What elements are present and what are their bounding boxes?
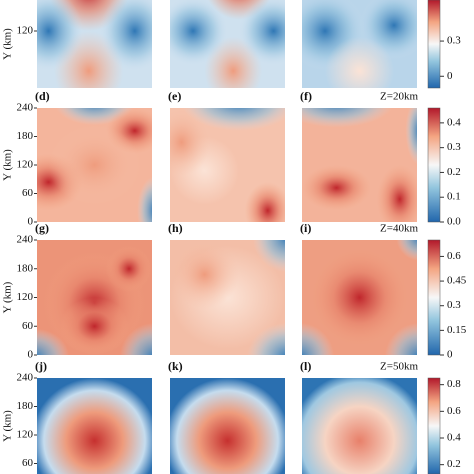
field-blobs <box>37 108 152 222</box>
colorbar-tick-label: 0.1 <box>447 191 461 203</box>
field-blob <box>170 0 228 66</box>
field-blob <box>302 165 371 211</box>
panel-label: (i) <box>300 221 311 235</box>
panel-label: (k) <box>168 359 183 373</box>
field-blob <box>384 322 417 355</box>
depth-label: Z=40km <box>380 223 418 235</box>
panel-label: (j) <box>35 359 47 373</box>
field-blob <box>100 0 152 71</box>
panel-label: (e) <box>168 89 181 103</box>
field-blob <box>252 240 285 273</box>
field-blobs <box>302 240 417 355</box>
heatmap-panel <box>170 378 285 474</box>
y-tick-label: 240 <box>17 234 34 246</box>
field-blob <box>244 182 285 222</box>
y-axis-label: Y (km) <box>2 149 14 181</box>
field-blob <box>37 0 83 71</box>
colorbar-tick-label: 0 <box>447 70 453 82</box>
field-blob <box>106 245 152 292</box>
field-blob <box>325 36 394 88</box>
panel-label: (g) <box>35 221 49 235</box>
y-tick-label: 180 <box>17 262 34 274</box>
colorbar <box>427 239 441 356</box>
colorbar-tick-label: 0.3 <box>447 141 461 153</box>
colorbar <box>427 377 441 474</box>
field-blob <box>239 0 285 66</box>
colorbar-tick-label: 0 <box>447 349 453 361</box>
y-axis-label: Y (km) <box>2 281 14 313</box>
panel-label: (f) <box>300 89 312 103</box>
panel-label: (l) <box>300 359 311 373</box>
field-blobs <box>37 245 152 355</box>
colorbar-tick-label: 0.15 <box>447 324 467 336</box>
field-blobs <box>170 0 285 88</box>
colorbar-tick-label: 0.2 <box>447 458 461 470</box>
colorbar <box>427 0 441 89</box>
field-blob <box>302 322 335 355</box>
y-tick-label: 120 <box>17 159 34 171</box>
y-tick-label: 0 <box>28 349 34 361</box>
y-axis-label: Y (km) <box>2 28 14 60</box>
heatmap-panel <box>302 378 417 474</box>
field-blobs <box>170 108 285 222</box>
depth-label: Z=20km <box>380 91 418 103</box>
panel-label: (h) <box>168 221 183 235</box>
colorbar-tick-label: 0.6 <box>447 405 461 417</box>
field-blobs <box>37 0 152 88</box>
field-blobs <box>302 0 417 88</box>
y-axis-label: Y (km) <box>2 410 14 442</box>
field-blob <box>376 165 417 222</box>
y-tick-label: 60 <box>22 320 34 332</box>
field-blobs <box>302 108 417 222</box>
depth-label: Z=50km <box>380 361 418 373</box>
colorbar-tick-label: 0.8 <box>447 378 461 390</box>
y-tick-label: 120 <box>17 429 34 441</box>
panel-label: (d) <box>35 89 50 103</box>
field-blob <box>396 240 417 261</box>
y-tick-label: 120 <box>17 25 34 37</box>
colorbar-tick-label: 0.2 <box>447 166 461 178</box>
y-tick-label: 180 <box>17 130 34 142</box>
heatmap-panel <box>37 378 152 474</box>
y-tick-label: 120 <box>17 291 34 303</box>
field-blob <box>60 297 129 355</box>
field-blob <box>170 240 239 309</box>
colorbar-tick-label: 0.3 <box>447 299 461 311</box>
field-blob <box>405 108 417 165</box>
colorbar-tick-label: 0.4 <box>447 116 461 128</box>
field-blob <box>247 322 285 355</box>
y-tick-label: 0 <box>28 216 34 228</box>
field-blob <box>119 322 152 355</box>
colorbar-tick-label: 0.45 <box>447 275 467 287</box>
colorbar <box>427 107 441 223</box>
field-blob <box>302 108 393 128</box>
field-blobs <box>170 240 285 355</box>
field-blob <box>307 245 412 350</box>
colorbar-tick-label: 0.0 <box>447 216 461 228</box>
field-blob <box>48 125 141 205</box>
fields <box>37 0 417 474</box>
field-blob <box>37 328 70 355</box>
y-tick-label: 180 <box>17 400 34 412</box>
y-tick-label: 60 <box>22 457 34 469</box>
colorbar-tick-label: 0.4 <box>447 432 461 444</box>
colorbar-tick-label: 0.6 <box>447 250 461 262</box>
colorbar-tick-label: 0.3 <box>447 35 461 47</box>
field-blob <box>137 176 152 222</box>
field-blob <box>182 108 285 131</box>
y-tick-label: 60 <box>22 187 34 199</box>
field-blob <box>170 108 211 177</box>
y-tick-label: 240 <box>17 102 34 114</box>
y-tick-label: 240 <box>17 372 34 384</box>
